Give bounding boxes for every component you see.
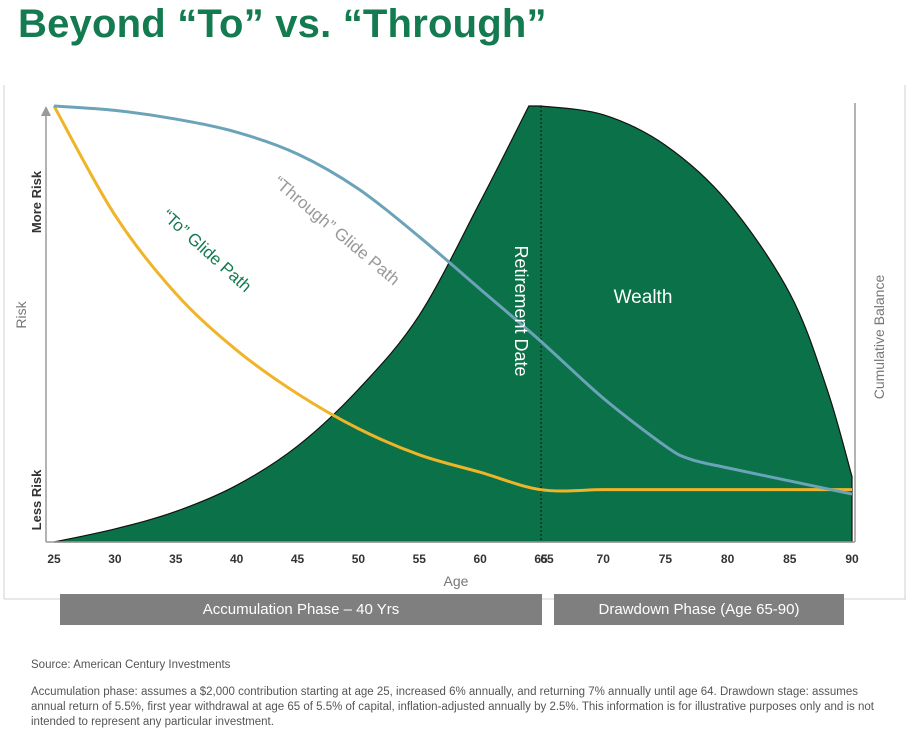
x-tick-label: 55: [413, 552, 427, 566]
x-tick-label: 30: [108, 552, 122, 566]
x-tick-label: 25: [47, 552, 61, 566]
x-tick-label: 65: [540, 552, 554, 566]
x-tick-label: 45: [291, 552, 305, 566]
x-axis-title: Age: [444, 573, 469, 589]
y-axis-arrow-icon: [41, 106, 51, 116]
x-tick-label: 90: [845, 552, 859, 566]
x-tick-label: 35: [169, 552, 183, 566]
x-tick-label: 65: [534, 552, 548, 566]
page-title: Beyond “To” vs. “Through”: [18, 2, 547, 46]
retirement-date-label: Retirement Date: [511, 245, 531, 376]
x-tick-label: 70: [597, 552, 611, 566]
drawdown-phase-bar: Drawdown Phase (Age 65-90): [554, 594, 844, 625]
y-axis-right-title: Cumulative Balance: [871, 275, 887, 400]
x-tick-label: 75: [659, 552, 673, 566]
footnote: Accumulation phase: assumes a $2,000 con…: [31, 686, 874, 728]
x-tick-label: 40: [230, 552, 244, 566]
x-tick-label: 80: [721, 552, 735, 566]
to-glide-path-label: “To” Glide Path: [158, 206, 255, 296]
wealth-label: Wealth: [614, 287, 673, 308]
accumulation-phase-bar: Accumulation Phase – 40 Yrs: [60, 594, 542, 625]
to-glide-path-line: [52, 105, 852, 493]
through-glide-path-line: [53, 104, 853, 496]
y-tick-more-risk: More Risk: [29, 170, 44, 233]
source-note: Source: American Century Investments: [31, 659, 231, 671]
y-tick-less-risk: Less Risk: [29, 469, 44, 530]
y-axis-title: Risk: [13, 300, 29, 328]
x-tick-label: 85: [783, 552, 797, 566]
through-glide-path-label: “Through” Glide Path: [270, 172, 404, 289]
x-tick-label: 60: [473, 552, 487, 566]
wealth-area: [53, 105, 853, 543]
x-tick-label: 50: [352, 552, 366, 566]
